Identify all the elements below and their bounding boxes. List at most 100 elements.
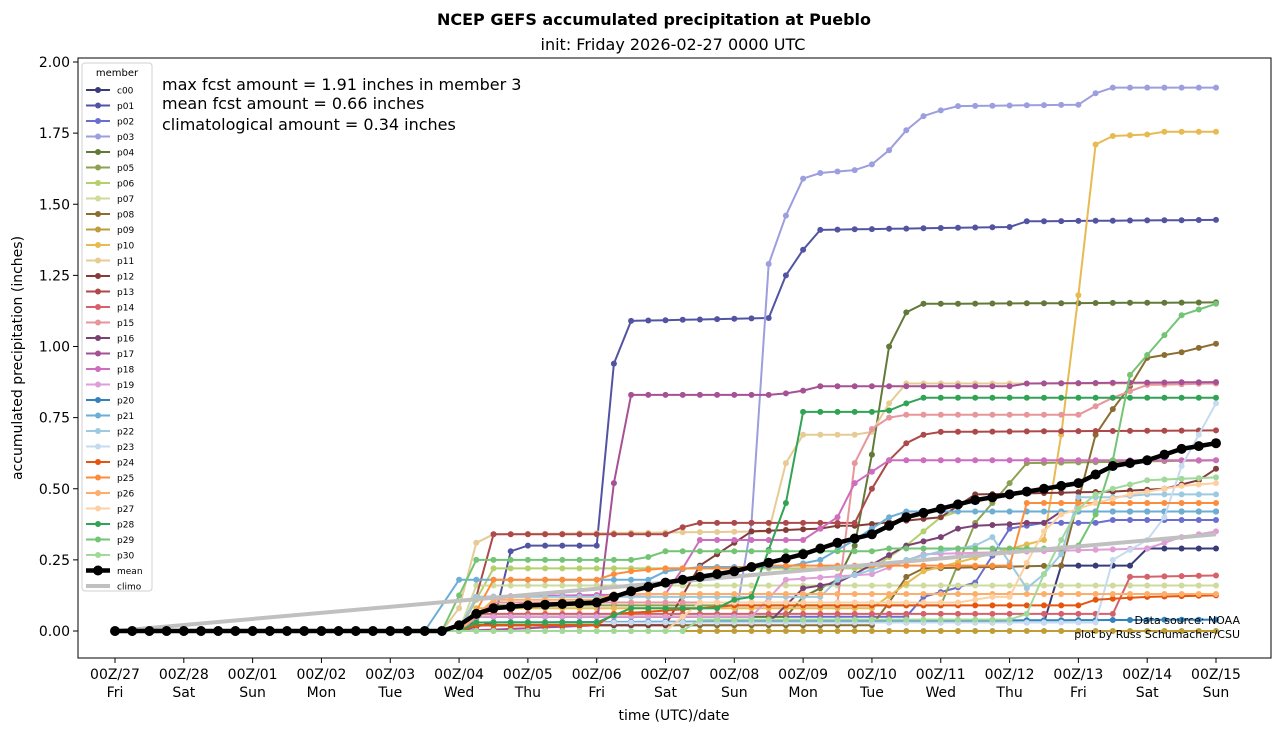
legend-marker [95, 319, 101, 326]
data-point-p07 [1213, 582, 1219, 589]
data-point-mean [884, 520, 895, 531]
data-point-mean [264, 626, 275, 636]
data-point-p29 [662, 548, 669, 555]
data-point-p23 [610, 619, 617, 626]
data-point-p13 [696, 519, 703, 526]
data-point-p25 [645, 566, 652, 573]
data-point-p20 [1161, 616, 1168, 623]
data-point-p01 [610, 360, 617, 367]
data-point-p15 [937, 411, 944, 418]
data-point-p25 [490, 576, 497, 583]
data-point-mean [316, 626, 327, 636]
data-point-p26 [765, 591, 772, 597]
legend-label: mean [117, 567, 143, 577]
data-point-p28 [972, 394, 979, 401]
data-point-p01 [1161, 217, 1168, 224]
data-point-p01 [662, 317, 669, 324]
data-point-p26 [920, 591, 927, 597]
data-point-p30 [1178, 475, 1185, 482]
data-point-p09 [989, 628, 996, 634]
data-point-p01 [576, 542, 583, 549]
data-point-p13 [576, 531, 583, 538]
data-point-p29 [989, 545, 996, 552]
data-point-mean [368, 626, 378, 636]
data-point-p19 [1109, 546, 1116, 553]
data-point-p28 [610, 612, 617, 619]
data-point-p01 [542, 542, 549, 549]
data-point-p13 [1178, 427, 1185, 434]
data-point-p26 [1041, 591, 1047, 597]
data-point-p01 [1178, 217, 1185, 224]
data-point-p05 [1006, 480, 1013, 487]
x-tick-label-day: Tue [859, 685, 884, 701]
data-point-mean [213, 626, 224, 636]
data-point-p13 [1161, 427, 1168, 434]
data-point-mean [918, 507, 929, 518]
data-point-p14 [920, 610, 927, 617]
data-point-p24 [1058, 602, 1065, 609]
legend-label: p24 [117, 459, 134, 469]
x-axis-label: time (UTC)/date [618, 708, 729, 724]
legend-marker [93, 565, 103, 576]
data-point-p30 [731, 616, 738, 623]
data-point-p11 [679, 529, 686, 536]
data-point-p01 [559, 542, 566, 549]
data-point-p30 [628, 628, 635, 634]
data-point-p09 [851, 628, 858, 634]
data-point-mean [1073, 478, 1084, 489]
data-point-p11 [456, 605, 463, 612]
data-point-p30 [679, 628, 686, 634]
data-point-p10 [903, 580, 910, 587]
data-point-p13 [800, 519, 807, 526]
data-point-mean [454, 620, 465, 631]
data-point-p22 [1075, 494, 1082, 501]
data-point-p12 [1213, 465, 1219, 472]
data-point-p28 [662, 605, 669, 612]
annotation-max: max fcst amount = 1.91 inches in member … [162, 75, 521, 94]
legend-title: member [96, 68, 139, 79]
data-point-p20 [1109, 617, 1116, 623]
data-point-p14 [1041, 610, 1047, 617]
data-point-p07 [731, 582, 738, 589]
data-point-mean [247, 626, 258, 636]
data-point-p19 [490, 613, 497, 620]
data-point-p14 [868, 610, 875, 617]
legend-box [81, 62, 153, 592]
data-point-p09 [955, 628, 961, 634]
data-point-p27 [782, 599, 789, 606]
legend-label: p08 [117, 211, 134, 221]
data-point-p14 [937, 610, 944, 617]
data-point-p13 [1127, 427, 1133, 434]
data-point-p30 [696, 616, 703, 623]
data-point-mean [505, 601, 516, 612]
data-point-p17 [1213, 379, 1219, 386]
data-point-p21 [628, 576, 635, 583]
data-point-p10 [1041, 537, 1047, 543]
data-point-p29 [696, 548, 703, 555]
data-point-p07 [696, 582, 703, 589]
data-point-p11 [696, 529, 703, 536]
data-point-p15 [972, 411, 979, 418]
data-point-p18 [765, 537, 772, 543]
data-point-p15 [903, 411, 910, 418]
data-point-p27 [679, 613, 686, 620]
legend-label: p27 [117, 505, 134, 515]
x-tick-label-day: Tue [377, 685, 402, 701]
data-point-p17 [679, 391, 686, 398]
data-point-p30 [524, 628, 531, 634]
legend-marker [95, 273, 101, 279]
data-point-p25 [782, 562, 789, 569]
data-point-p23 [645, 619, 652, 626]
data-point-p21 [1144, 508, 1151, 515]
data-point-p25 [1144, 500, 1151, 506]
data-point-p09 [868, 628, 875, 634]
data-point-p18 [903, 457, 910, 464]
data-point-p19 [1075, 547, 1082, 554]
legend-item-p30: p30 [86, 552, 134, 562]
data-point-p18 [989, 457, 996, 464]
data-point-p01 [1144, 217, 1151, 224]
data-point-p01 [851, 226, 858, 233]
data-point-p18 [834, 514, 841, 521]
data-point-p22 [1058, 551, 1065, 558]
legend-label: p05 [117, 164, 134, 174]
